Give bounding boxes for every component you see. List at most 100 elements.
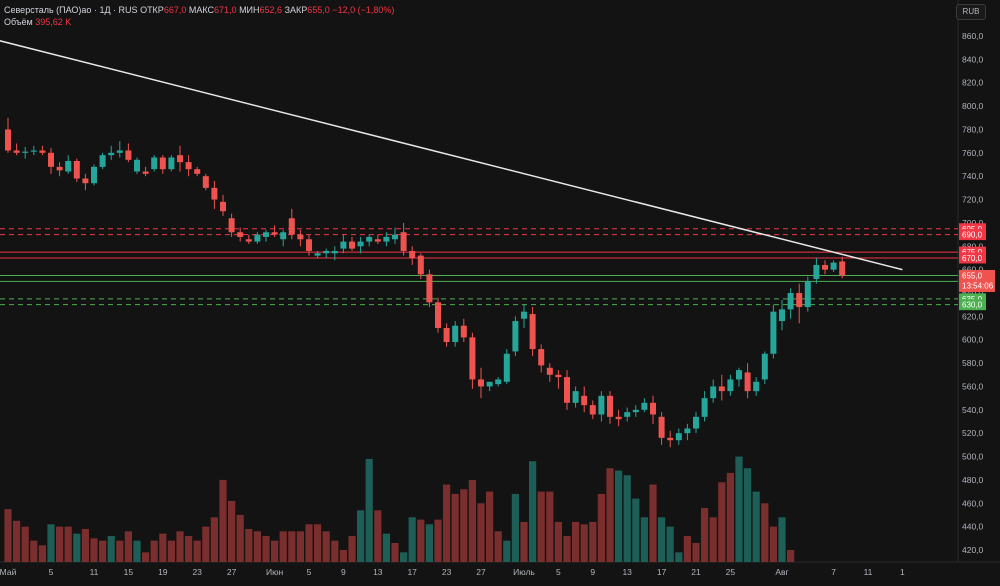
low-value: 652,6 bbox=[259, 5, 283, 15]
volume-bar bbox=[718, 482, 726, 562]
volume-bar bbox=[709, 517, 717, 562]
y-tick-label: 540,0 bbox=[962, 405, 984, 415]
volume-bar bbox=[408, 517, 416, 562]
volume-bar bbox=[494, 531, 502, 562]
candle-body bbox=[675, 433, 682, 441]
high-label: МАКС bbox=[188, 5, 215, 15]
y-tick-label: 740,0 bbox=[962, 171, 984, 181]
candle-body bbox=[761, 353, 768, 380]
volume-bar bbox=[176, 531, 184, 562]
candle-body bbox=[512, 321, 519, 352]
candle-body bbox=[314, 253, 321, 256]
candle-body bbox=[839, 261, 846, 276]
volume-bar bbox=[314, 524, 322, 562]
volume-bar bbox=[769, 526, 777, 562]
candle-body bbox=[667, 437, 674, 441]
volume-bar bbox=[589, 521, 597, 562]
candle-body bbox=[796, 293, 803, 308]
volume-bar bbox=[296, 531, 304, 562]
candle-body bbox=[323, 250, 330, 254]
candle-body bbox=[503, 353, 510, 382]
candle-body bbox=[460, 325, 467, 338]
y-tick-label: 460,0 bbox=[962, 498, 984, 508]
y-tick-label: 800,0 bbox=[962, 101, 984, 111]
x-tick-label: 1 bbox=[900, 567, 905, 577]
x-tick-label: 5 bbox=[49, 567, 54, 577]
volume-bar bbox=[683, 535, 691, 562]
candle-body bbox=[91, 166, 97, 184]
level-badge bbox=[959, 229, 986, 241]
volume-bar bbox=[142, 552, 150, 562]
candle-body bbox=[237, 232, 244, 237]
candle-body bbox=[48, 152, 54, 167]
x-tick-label: 21 bbox=[691, 567, 701, 577]
volume-bar bbox=[73, 533, 81, 562]
y-tick-label: 500,0 bbox=[962, 452, 984, 462]
candle-body bbox=[220, 201, 226, 212]
x-tick-label: 5 bbox=[556, 567, 561, 577]
volume-bar bbox=[486, 491, 494, 562]
volume-bar bbox=[202, 526, 210, 562]
volume-bar bbox=[649, 484, 657, 562]
candle-body bbox=[168, 157, 175, 170]
candle-body bbox=[228, 218, 235, 233]
volume-bar bbox=[477, 503, 485, 562]
y-tick-label: 680,0 bbox=[962, 241, 984, 251]
candle-body bbox=[727, 379, 734, 392]
symbol-name[interactable]: Северсталь (ПАО)ао · 1Д · RUS bbox=[4, 5, 138, 15]
volume-bar bbox=[159, 533, 167, 562]
y-tick-label: 420,0 bbox=[962, 545, 984, 555]
level-label: 690,0 bbox=[962, 231, 983, 240]
volume-bar bbox=[451, 493, 459, 562]
volume-bar bbox=[460, 489, 468, 562]
candle-body bbox=[486, 381, 493, 387]
x-tick-label: 25 bbox=[726, 567, 736, 577]
volume-bar bbox=[305, 524, 313, 562]
volume-bar bbox=[185, 535, 193, 562]
volume-bar bbox=[623, 475, 631, 562]
volume-bar bbox=[640, 517, 648, 562]
candle-body bbox=[134, 159, 140, 172]
volume-bar bbox=[107, 535, 115, 562]
candle-body bbox=[56, 166, 63, 171]
volume-bar bbox=[262, 535, 270, 562]
currency-button[interactable]: RUB bbox=[956, 4, 986, 20]
volume-bar bbox=[374, 510, 382, 562]
volume-bar bbox=[692, 542, 700, 562]
volume-bar bbox=[288, 531, 296, 562]
candle-body bbox=[400, 232, 407, 251]
candle-body bbox=[357, 241, 364, 247]
candle-body bbox=[82, 178, 89, 184]
x-tick-label: 7 bbox=[831, 567, 836, 577]
candle-body bbox=[701, 398, 708, 417]
volume-bar bbox=[554, 521, 562, 562]
y-tick-label: 580,0 bbox=[962, 358, 984, 368]
volume-bar bbox=[744, 468, 752, 562]
level-badge bbox=[959, 299, 986, 311]
volume-bar bbox=[13, 520, 21, 562]
volume-bar bbox=[253, 531, 261, 562]
candle-body bbox=[521, 311, 527, 319]
candle-body bbox=[288, 218, 295, 235]
volume-bar bbox=[38, 545, 46, 562]
candle-body bbox=[779, 309, 785, 322]
y-tick-label: 860,0 bbox=[962, 31, 984, 41]
volume-bar bbox=[210, 517, 218, 562]
candle-body bbox=[73, 160, 80, 179]
candle-body bbox=[254, 234, 261, 242]
volume-bar bbox=[81, 528, 89, 562]
candle-body bbox=[13, 150, 20, 153]
volume-bar bbox=[279, 531, 287, 562]
volume-bar bbox=[116, 540, 124, 562]
candle-body bbox=[5, 129, 11, 151]
candle-body bbox=[426, 274, 433, 303]
x-tick-label: 23 bbox=[442, 567, 452, 577]
candle-body bbox=[297, 234, 304, 240]
y-tick-label: 480,0 bbox=[962, 475, 984, 485]
candle-body bbox=[495, 379, 502, 385]
candle-body bbox=[392, 234, 398, 240]
volume-bar bbox=[21, 526, 29, 562]
